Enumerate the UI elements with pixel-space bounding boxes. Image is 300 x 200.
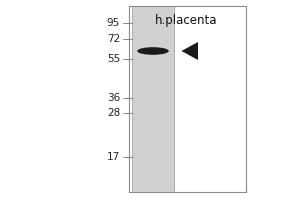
Text: 72: 72 — [107, 34, 120, 44]
Bar — [129, 6, 246, 192]
Bar — [132, 6, 174, 192]
Polygon shape — [182, 42, 198, 60]
Text: 28: 28 — [107, 108, 120, 118]
Text: 36: 36 — [107, 93, 120, 103]
Text: 95: 95 — [107, 18, 120, 28]
Text: h.placenta: h.placenta — [155, 14, 217, 27]
Text: 17: 17 — [107, 152, 120, 162]
Text: 55: 55 — [107, 54, 120, 64]
Ellipse shape — [137, 47, 169, 55]
